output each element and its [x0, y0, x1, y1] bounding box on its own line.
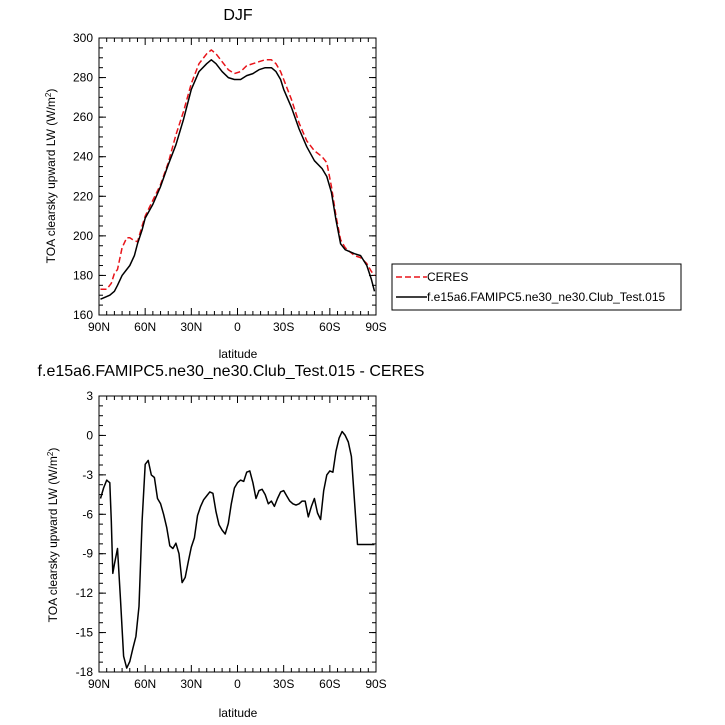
x-tick-label: 60S — [319, 677, 340, 691]
y-tick-label: -6 — [82, 507, 93, 521]
x-tick-label: 0 — [234, 320, 241, 334]
x-tick-label: 90N — [88, 677, 110, 691]
y-tick-label: -15 — [76, 626, 94, 640]
legend: CERES f.e15a6.FAMIPC5.ne30_ne30.Club_Tes… — [391, 263, 682, 311]
y-tick-label: 220 — [73, 189, 93, 203]
series-line-2 — [100, 59, 376, 300]
top-x-axis-label: latitude — [219, 347, 258, 361]
x-tick-label: 30S — [273, 320, 294, 334]
top-axis-ticks: 90N 60N 30N 0 30S 60S 90S 160 180 200 220 240 260 280… — [73, 31, 387, 334]
x-tick-label: 60S — [319, 320, 340, 334]
series-line-1 — [99, 430, 375, 669]
x-tick-label: 90N — [88, 320, 110, 334]
y-tick-label: 160 — [73, 308, 93, 322]
y-tick-label: 240 — [73, 150, 93, 164]
y-tick-label: 300 — [73, 31, 93, 45]
top-chart-series — [100, 49, 376, 300]
legend-label-ceres: CERES — [427, 270, 468, 284]
x-tick-label: 30N — [180, 677, 202, 691]
series-line-1 — [100, 49, 376, 291]
y-tick-label: 260 — [73, 110, 93, 124]
top-line-chart: DJF 90N 60N 30N 0 30S 60S 90S 160 180 200 220 240 26… — [44, 7, 387, 361]
bottom-line-chart: f.e15a6.FAMIPC5.ne30_ne30.Club_Test.015 … — [38, 363, 425, 720]
y-tick-label: -18 — [76, 665, 94, 679]
bottom-y-axis-label: TOA clearsky upward LW (W/m2) — [46, 448, 61, 623]
x-tick-label: 30S — [273, 677, 294, 691]
bottom-axis-ticks: 90N 60N 30N 0 30S 60S 90S 3 0 -3 -6 -9 -12 -15 -18 — [76, 389, 387, 691]
bottom-x-axis-label: latitude — [219, 706, 258, 720]
y-tick-label: 200 — [73, 229, 93, 243]
x-tick-label: 30N — [180, 320, 202, 334]
top-chart-title: DJF — [223, 7, 253, 24]
top-y-axis-label: TOA clearsky upward LW (W/m2) — [44, 89, 59, 264]
bottom-chart-title: f.e15a6.FAMIPC5.ne30_ne30.Club_Test.015 … — [38, 363, 425, 380]
y-tick-label: 280 — [73, 71, 93, 85]
x-tick-label: 90S — [365, 677, 386, 691]
bottom-chart-series — [99, 430, 375, 669]
legend-label-model: f.e15a6.FAMIPC5.ne30_ne30.Club_Test.015 — [427, 290, 665, 304]
y-tick-label: -9 — [82, 547, 93, 561]
y-tick-label: -12 — [76, 586, 94, 600]
x-tick-label: 60N — [134, 320, 156, 334]
x-tick-label: 0 — [234, 677, 241, 691]
y-tick-label: 0 — [86, 428, 93, 442]
bottom-plot-frame — [98, 395, 377, 673]
y-tick-label: 180 — [73, 268, 93, 282]
y-tick-label: 3 — [86, 389, 93, 403]
legend-box — [391, 263, 682, 311]
y-tick-label: -3 — [82, 468, 93, 482]
x-tick-label: 90S — [365, 320, 386, 334]
x-tick-label: 60N — [134, 677, 156, 691]
